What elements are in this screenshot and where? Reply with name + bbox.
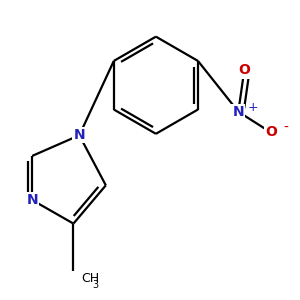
Text: N: N: [232, 105, 244, 119]
Text: -: -: [283, 121, 288, 135]
Text: 3: 3: [93, 280, 99, 290]
Text: CH: CH: [81, 272, 99, 285]
Text: +: +: [248, 101, 258, 114]
Text: N: N: [26, 193, 38, 207]
Text: N: N: [74, 128, 85, 142]
Text: O: O: [238, 64, 250, 77]
Text: O: O: [265, 125, 277, 139]
